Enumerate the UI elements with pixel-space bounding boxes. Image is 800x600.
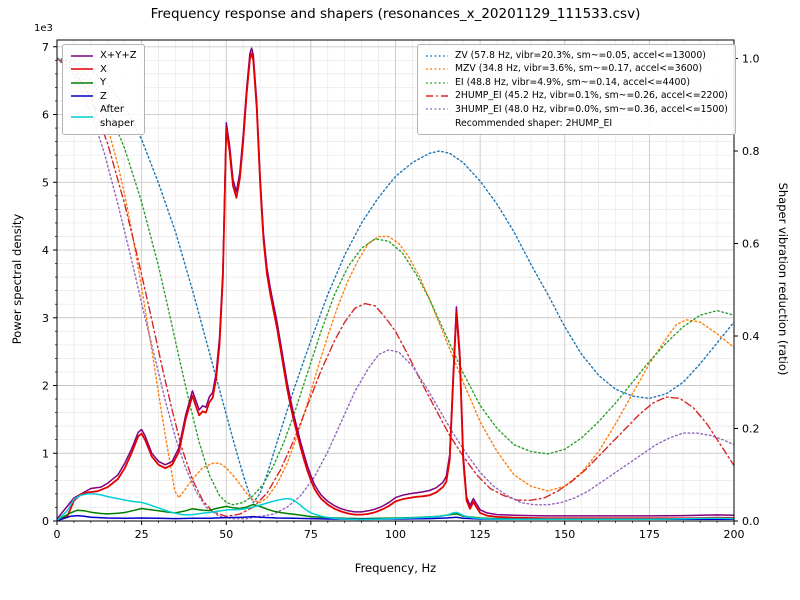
- mzv-line-sample: [426, 68, 448, 70]
- legend-label-after-shaper: After shaper: [100, 104, 135, 129]
- legend-item-y: Y: [70, 76, 137, 90]
- y-left-tick-label: 2: [42, 380, 49, 393]
- legend-item-ei: EI (48.8 Hz, vibr=4.9%, sm~=0.14, accel<…: [425, 76, 728, 89]
- y-left-tick-label: 5: [42, 176, 49, 189]
- ei-curve: [57, 57, 734, 506]
- legend-label-z: Z: [100, 90, 107, 102]
- y-right-tick-label: 1.0: [742, 53, 760, 66]
- legend-label-3hump_ei: 3HUMP_EI (48.0 Hz, vibr=0.0%, sm~=0.36, …: [455, 103, 728, 115]
- y-right-tick-label: 0.8: [742, 145, 760, 158]
- legend-item-zv: ZV (57.8 Hz, vibr=20.3%, sm~=0.05, accel…: [425, 49, 728, 62]
- legend-item-mzv: MZV (34.8 Hz, vibr=3.6%, sm~=0.17, accel…: [425, 62, 728, 75]
- x-y-z-curve: [57, 47, 734, 520]
- x-y-z-line-sample: [71, 54, 93, 57]
- chart-title: Frequency response and shapers (resonanc…: [150, 6, 641, 22]
- legend-item-x-y-z: X+Y+Z: [70, 49, 137, 63]
- x-tick-label: 50: [219, 528, 233, 541]
- y-left-tick-label: 1: [42, 447, 49, 460]
- legend-item-recommended: Recommended shaper: 2HUMP_EI: [425, 117, 728, 130]
- x-tick-label: 175: [639, 528, 660, 541]
- x-tick-label: 125: [470, 528, 491, 541]
- legend-item-x: X: [70, 63, 137, 77]
- legend-item-3hump_ei: 3HUMP_EI (48.0 Hz, vibr=0.0%, sm~=0.36, …: [425, 103, 728, 116]
- x-tick-label: 75: [304, 528, 318, 541]
- y-line-sample: [71, 81, 93, 84]
- x-tick-label: 150: [554, 528, 575, 541]
- after-shaper-line-sample: [71, 115, 93, 118]
- y-left-tick-label: 3: [42, 312, 49, 325]
- 3hump_ei-curve: [57, 57, 734, 520]
- y-left-tick-label: 4: [42, 244, 49, 257]
- left-axis-offset-text: 1e3: [34, 23, 53, 34]
- x-axis-label: Frequency, Hz: [354, 561, 437, 575]
- x-tick-label: 0: [54, 528, 61, 541]
- after-shaper-curve: [57, 493, 734, 521]
- y-right-tick-label: 0.2: [742, 423, 760, 436]
- y-right-tick-label: 0.0: [742, 515, 760, 528]
- legend-label-x-y-z: X+Y+Z: [100, 50, 137, 61]
- y-right-tick-label: 0.4: [742, 330, 760, 343]
- mzv-curve: [57, 57, 734, 504]
- legend-label-zv: ZV (57.8 Hz, vibr=20.3%, sm~=0.05, accel…: [455, 50, 706, 61]
- y-axis-label-left: Power spectral density: [10, 213, 24, 345]
- zv-curve: [57, 57, 734, 504]
- 2hump_ei-curve: [57, 57, 734, 518]
- y-left-tick-label: 7: [42, 41, 49, 54]
- legend-sample-spacer: [425, 123, 449, 124]
- legend-label-ei: EI (48.8 Hz, vibr=4.9%, sm~=0.14, accel<…: [455, 76, 690, 88]
- y-axis-label-right: Shaper vibration reduction (ratio): [776, 182, 790, 376]
- legend-label-2hump_ei: 2HUMP_EI (45.2 Hz, vibr=0.1%, sm~=0.26, …: [455, 90, 728, 102]
- legend-label-y: Y: [100, 77, 107, 88]
- x-tick-label: 100: [385, 528, 406, 541]
- x-line-sample: [71, 68, 93, 71]
- ei-line-sample: [426, 81, 448, 84]
- z-line-sample: [71, 95, 93, 98]
- y-right-tick-label: 0.6: [742, 238, 760, 251]
- shaper-legend: ZV (57.8 Hz, vibr=20.3%, sm~=0.05, accel…: [417, 44, 736, 136]
- zv-line-sample: [426, 54, 448, 57]
- x-tick-label: 200: [724, 528, 745, 541]
- recommended-shaper-text: Recommended shaper: 2HUMP_EI: [455, 118, 613, 130]
- 2hump_ei-line-sample: [426, 95, 448, 97]
- legend-item-2hump_ei: 2HUMP_EI (45.2 Hz, vibr=0.1%, sm~=0.26, …: [425, 89, 728, 102]
- shaper-legend-items: ZV (57.8 Hz, vibr=20.3%, sm~=0.05, accel…: [425, 49, 728, 116]
- 3hump_ei-line-sample: [426, 108, 448, 111]
- legend-label-mzv: MZV (34.8 Hz, vibr=3.6%, sm~=0.17, accel…: [455, 63, 703, 75]
- legend-label-x: X: [100, 63, 107, 75]
- x-tick-label: 25: [135, 528, 149, 541]
- y-left-tick-label: 6: [42, 109, 49, 122]
- psd-legend: X+Y+Z X Y Z After shaper: [62, 44, 145, 135]
- legend-item-z: Z: [70, 90, 137, 104]
- x-curve: [57, 52, 734, 521]
- legend-item-after-shaper: After shaper: [70, 103, 137, 130]
- y-left-tick-label: 0: [42, 515, 49, 528]
